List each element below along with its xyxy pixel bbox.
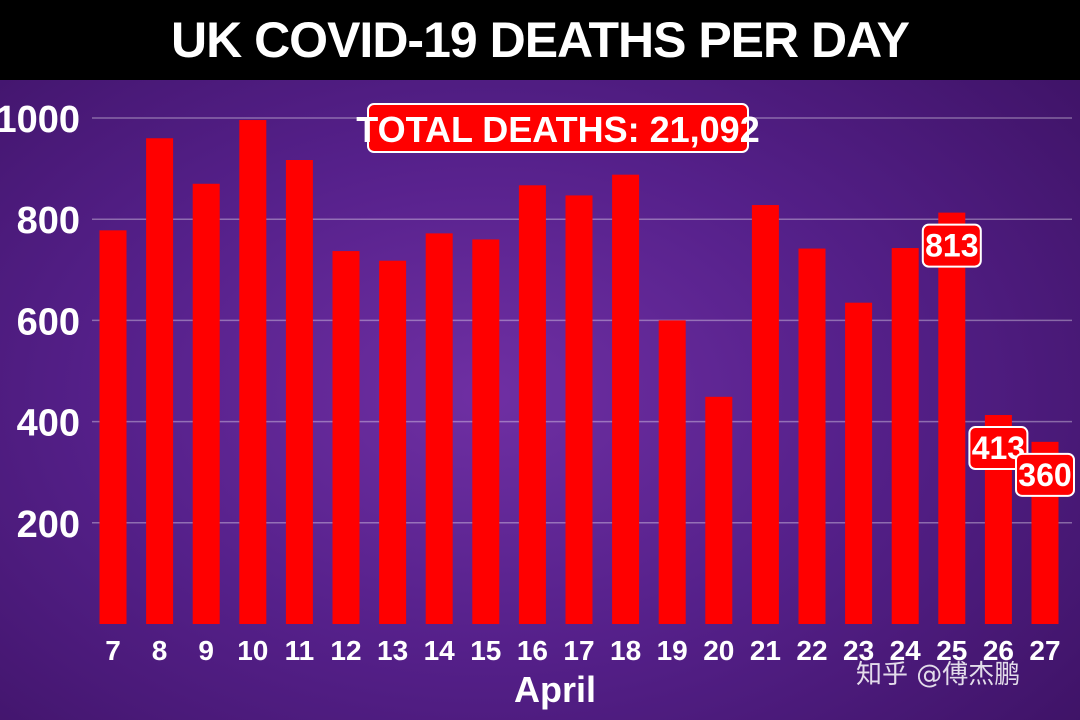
y-tick-label: 800 xyxy=(17,200,80,242)
x-tick-label: 20 xyxy=(703,635,734,666)
chart-title: UK COVID-19 DEATHS PER DAY xyxy=(170,12,910,68)
bar xyxy=(751,205,779,625)
bar xyxy=(705,396,733,624)
x-tick-label: 26 xyxy=(983,635,1014,666)
bar xyxy=(845,302,873,624)
total-deaths-label: TOTAL DEATHS: 21,092 xyxy=(356,109,759,150)
bar xyxy=(239,120,267,625)
data-label: 360 xyxy=(1018,457,1071,493)
y-tick-label: 600 xyxy=(17,301,80,343)
title-bar: UK COVID-19 DEATHS PER DAY xyxy=(0,0,1080,80)
x-tick-label: 27 xyxy=(1029,635,1060,666)
bar xyxy=(565,195,593,624)
x-tick-label: 14 xyxy=(424,635,456,666)
x-tick-label: 19 xyxy=(657,635,688,666)
bar xyxy=(472,239,500,624)
x-tick-label: 15 xyxy=(470,635,501,666)
y-tick-label: 200 xyxy=(17,504,80,546)
y-tick-label: 1000 xyxy=(0,99,80,141)
bar xyxy=(891,248,919,625)
bar xyxy=(146,138,174,625)
x-tick-label: 24 xyxy=(890,635,922,666)
bar xyxy=(332,251,360,624)
x-tick-label: 22 xyxy=(796,635,827,666)
data-label-box xyxy=(921,223,982,268)
bar xyxy=(425,233,453,625)
x-tick-label: 23 xyxy=(843,635,874,666)
x-axis-label: April xyxy=(514,669,596,710)
x-tick-label: 10 xyxy=(237,635,268,666)
watermark: 知乎 @傅杰鹏 xyxy=(856,660,1021,690)
bar xyxy=(798,248,826,624)
x-tick-label: 18 xyxy=(610,635,641,666)
x-tick-label: 8 xyxy=(152,635,168,666)
x-tick-label: 17 xyxy=(563,635,594,666)
bar xyxy=(192,183,220,624)
data-label-box xyxy=(1015,452,1075,497)
y-tick-label: 400 xyxy=(17,403,80,445)
x-tick-label: 7 xyxy=(105,635,121,666)
x-tick-label: 21 xyxy=(750,635,781,666)
bar xyxy=(938,212,966,624)
x-tick-label: 9 xyxy=(198,635,214,666)
bar-chart: 200 400 600 800 1000 7 8 9 10 11 12 13 14 15 16 17 18 19 2… xyxy=(0,99,1075,710)
bar xyxy=(612,174,640,624)
bar xyxy=(518,185,546,624)
bar xyxy=(379,260,407,624)
x-tick-label: 12 xyxy=(330,635,361,666)
x-tick-label: 25 xyxy=(936,635,967,666)
bar xyxy=(99,230,127,624)
x-tick-label: 16 xyxy=(517,635,548,666)
data-label-box xyxy=(968,426,1029,471)
bar xyxy=(285,159,313,625)
total-deaths-badge xyxy=(367,103,749,153)
x-tick-label: 11 xyxy=(285,635,315,666)
x-tick-label: 13 xyxy=(377,635,408,666)
data-label: 813 xyxy=(925,228,978,264)
bar xyxy=(658,320,686,624)
